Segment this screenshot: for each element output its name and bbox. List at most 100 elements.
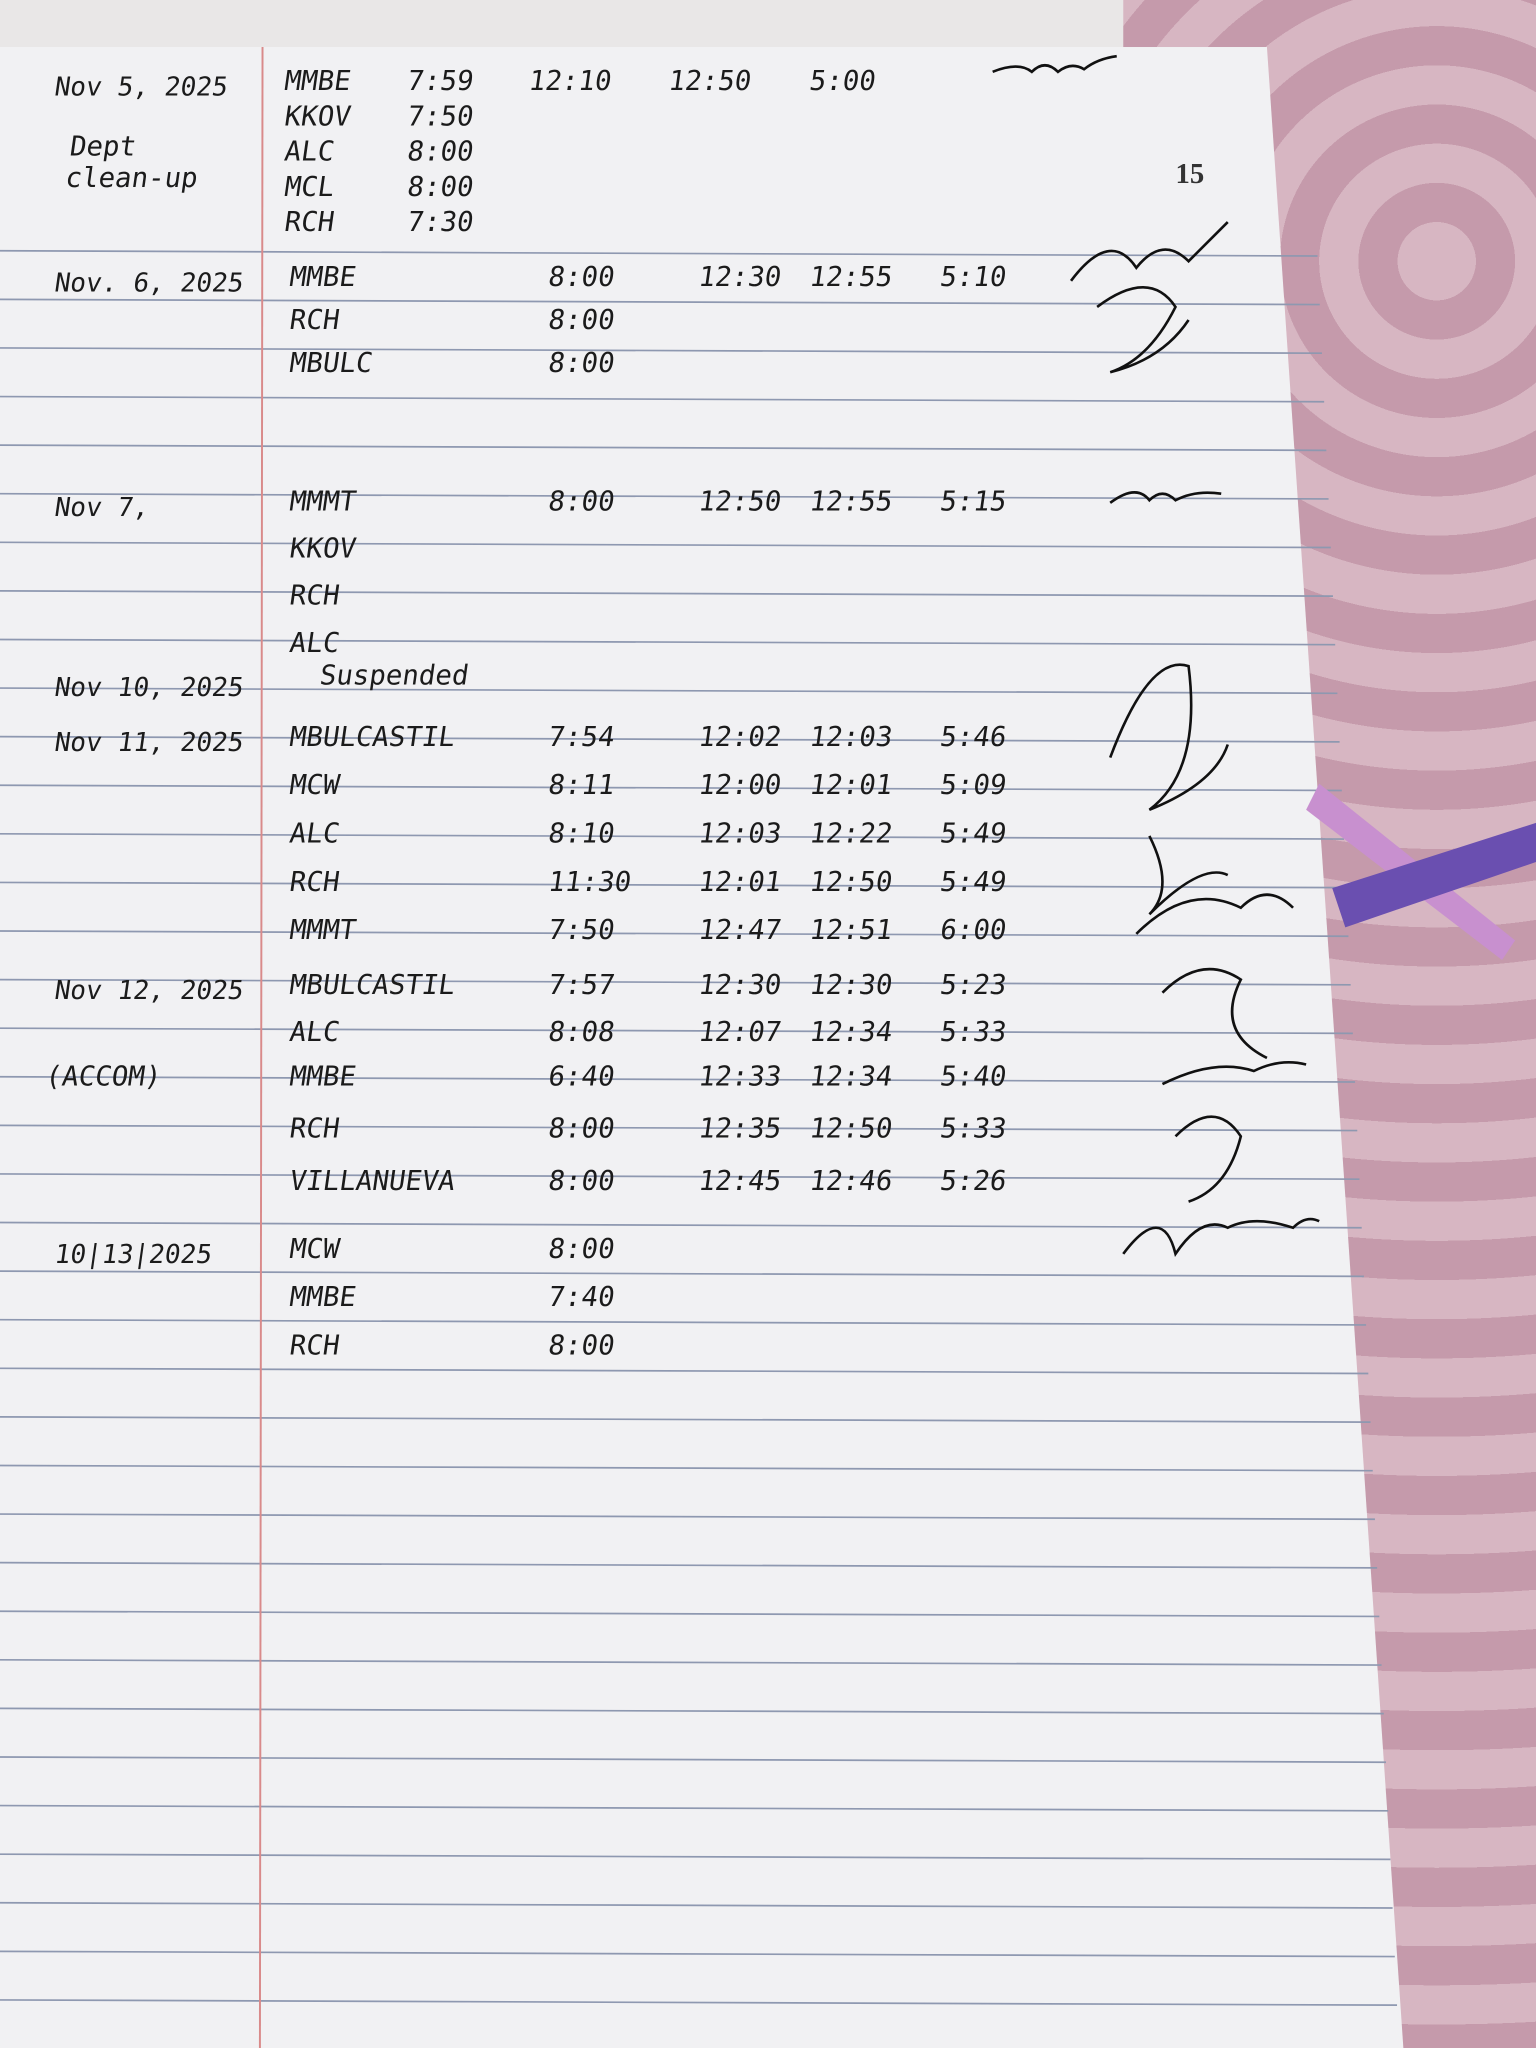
signature: [1109, 491, 1222, 504]
background-strip: [0, 0, 1124, 53]
ruled-line: [0, 1270, 1364, 1278]
time-entry: 7:57: [546, 969, 617, 1001]
time-entry: 7:54: [546, 720, 617, 753]
employee-code: RCH: [287, 1329, 342, 1361]
time-entry: 12:50: [666, 65, 754, 97]
time-entry: 8:00: [546, 485, 617, 518]
time-entry: 12:45: [696, 1165, 784, 1197]
ruled-line: [0, 347, 1322, 355]
time-entry: 8:00: [405, 171, 476, 203]
entry-date: Nov. 6, 2025: [52, 266, 246, 298]
employee-code: MMMT: [287, 914, 359, 946]
ruled-line: [0, 1124, 1358, 1132]
time-entry: 8:00: [546, 261, 617, 293]
time-entry: 7:50: [405, 100, 476, 132]
time-entry: 5:49: [938, 865, 1009, 898]
time-entry: 12:35: [696, 1112, 784, 1145]
time-entry: 12:30: [696, 261, 784, 293]
ruled-line: [0, 1561, 1378, 1569]
time-entry: 6:40: [546, 1060, 617, 1092]
time-entry: 12:03: [696, 817, 784, 849]
employee-code: KKOV: [282, 100, 353, 132]
time-entry: 11:30: [546, 865, 634, 898]
employee-code: RCH: [287, 865, 342, 898]
time-entry: 7:59: [405, 65, 476, 97]
time-entry: 12:03: [807, 720, 895, 753]
employee-code: RCH: [287, 579, 342, 612]
ruled-line: [0, 881, 1347, 889]
time-entry: 12:07: [696, 1016, 784, 1048]
ruled-line: [0, 1513, 1375, 1521]
time-entry: 12:34: [807, 1016, 895, 1048]
time-entry: 7:50: [546, 914, 617, 946]
ruled-line: [0, 832, 1345, 840]
margin-line: [258, 47, 264, 2048]
time-entry: 7:30: [405, 206, 476, 238]
employee-code: ALC: [287, 817, 342, 849]
time-entry: 7:40: [546, 1281, 617, 1313]
employee-code: ALC: [282, 135, 337, 168]
entry-note: (ACCOM): [43, 1060, 164, 1092]
time-entry: 12:55: [807, 261, 895, 293]
ruled-line: [0, 638, 1336, 646]
ruled-line: [0, 590, 1333, 597]
time-entry: 12:50: [807, 1112, 895, 1145]
ruled-line: [0, 1756, 1386, 1764]
time-entry: 8:00: [546, 1112, 617, 1145]
ruled-line: [0, 1804, 1389, 1812]
ruled-line: [0, 1367, 1369, 1375]
time-entry: 12:46: [807, 1165, 895, 1197]
time-entry: 12:01: [696, 865, 784, 898]
time-entry: 5:33: [938, 1112, 1009, 1145]
time-entry: 6:00: [938, 914, 1009, 946]
ruled-line: [0, 1416, 1371, 1423]
ruled-line: [0, 492, 1329, 500]
time-entry: 12:22: [807, 817, 895, 849]
entry-date: Nov 5, 2025: [52, 70, 231, 102]
employee-code: ALC: [287, 1016, 342, 1048]
employee-code: MBULCASTIL: [287, 720, 458, 753]
time-entry: 5:00: [807, 65, 879, 97]
time-entry: 12:00: [696, 769, 784, 801]
time-entry: 8:10: [546, 817, 617, 849]
time-entry: 8:00: [546, 304, 617, 336]
ruled-line: [0, 1318, 1367, 1326]
time-entry: 12:30: [696, 969, 784, 1001]
signature: [1069, 221, 1229, 374]
time-entry: 8:11: [546, 769, 617, 801]
ruled-line: [0, 784, 1342, 792]
employee-code: MBULC: [287, 347, 375, 379]
time-entry: 8:00: [405, 135, 476, 168]
ruled-line: [0, 541, 1331, 549]
ruled-line: [0, 1658, 1382, 1666]
employee-code: RCH: [287, 304, 342, 336]
ruled-line: [0, 1027, 1353, 1035]
notebook-page: [0, 47, 1405, 2048]
entry-date: Nov 10, 2025: [52, 671, 246, 703]
time-entry: 12:10: [526, 65, 614, 97]
time-entry: 12:51: [807, 914, 895, 946]
signature: [992, 54, 1117, 74]
employee-code: MMBE: [287, 1060, 359, 1092]
signature: [1108, 663, 1320, 1258]
employee-code: KKOV: [287, 532, 359, 565]
employee-code: MCW: [287, 1232, 342, 1265]
time-entry: 12:34: [807, 1060, 895, 1092]
time-entry: 8:00: [546, 1329, 617, 1361]
time-entry: 5:33: [938, 1016, 1009, 1048]
ruled-line: [0, 1999, 1398, 2007]
time-entry: 8:00: [546, 347, 617, 379]
time-entry: 5:49: [938, 817, 1009, 849]
ruled-line: [0, 687, 1338, 695]
ruled-line: [0, 1075, 1356, 1083]
time-entry: 12:50: [807, 865, 895, 898]
time-entry: 12:33: [696, 1060, 784, 1092]
employee-code: MCL: [282, 171, 337, 203]
ruled-line: [0, 1950, 1395, 1958]
entry-note: Dept clean-up: [63, 130, 201, 194]
ruled-line: [0, 1221, 1362, 1229]
employee-code: MMBE: [287, 261, 359, 293]
